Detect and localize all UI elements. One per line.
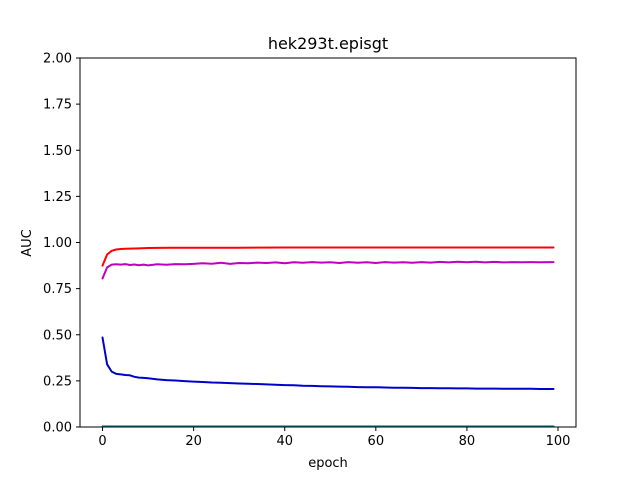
y-tick-label: 2.00 [43, 52, 72, 67]
y-axis-label: AUC [20, 229, 35, 257]
x-tick-label: 0 [98, 434, 106, 449]
x-tick-label: 40 [276, 434, 293, 449]
chart-title: hek293t.episgt [268, 34, 388, 53]
y-tick-label: 0.25 [43, 374, 72, 389]
series-line-1 [101, 246, 555, 267]
y-tick-label: 1.50 [43, 144, 72, 159]
y-tick-label: 1.00 [43, 236, 72, 251]
series-line-3 [101, 336, 555, 390]
x-axis-label: epoch [308, 456, 348, 471]
x-tick-label: 20 [185, 434, 202, 449]
x-tick-label: 100 [546, 434, 571, 449]
x-tick-label: 80 [459, 434, 476, 449]
y-tick-label: 0.50 [43, 328, 72, 343]
y-tick-label: 1.25 [43, 190, 72, 205]
axis-layer: 0 20 40 60 80 100 0.00 0.25 0.50 0.75 1.00 1.25 1.50… [43, 52, 577, 449]
y-tick-label: 1.75 [43, 98, 72, 113]
y-tick-label: 0.00 [43, 421, 72, 436]
series-layer [101, 246, 555, 428]
series-line-2 [101, 260, 555, 280]
y-tick-label: 0.75 [43, 282, 72, 297]
x-tick-label: 60 [368, 434, 385, 449]
